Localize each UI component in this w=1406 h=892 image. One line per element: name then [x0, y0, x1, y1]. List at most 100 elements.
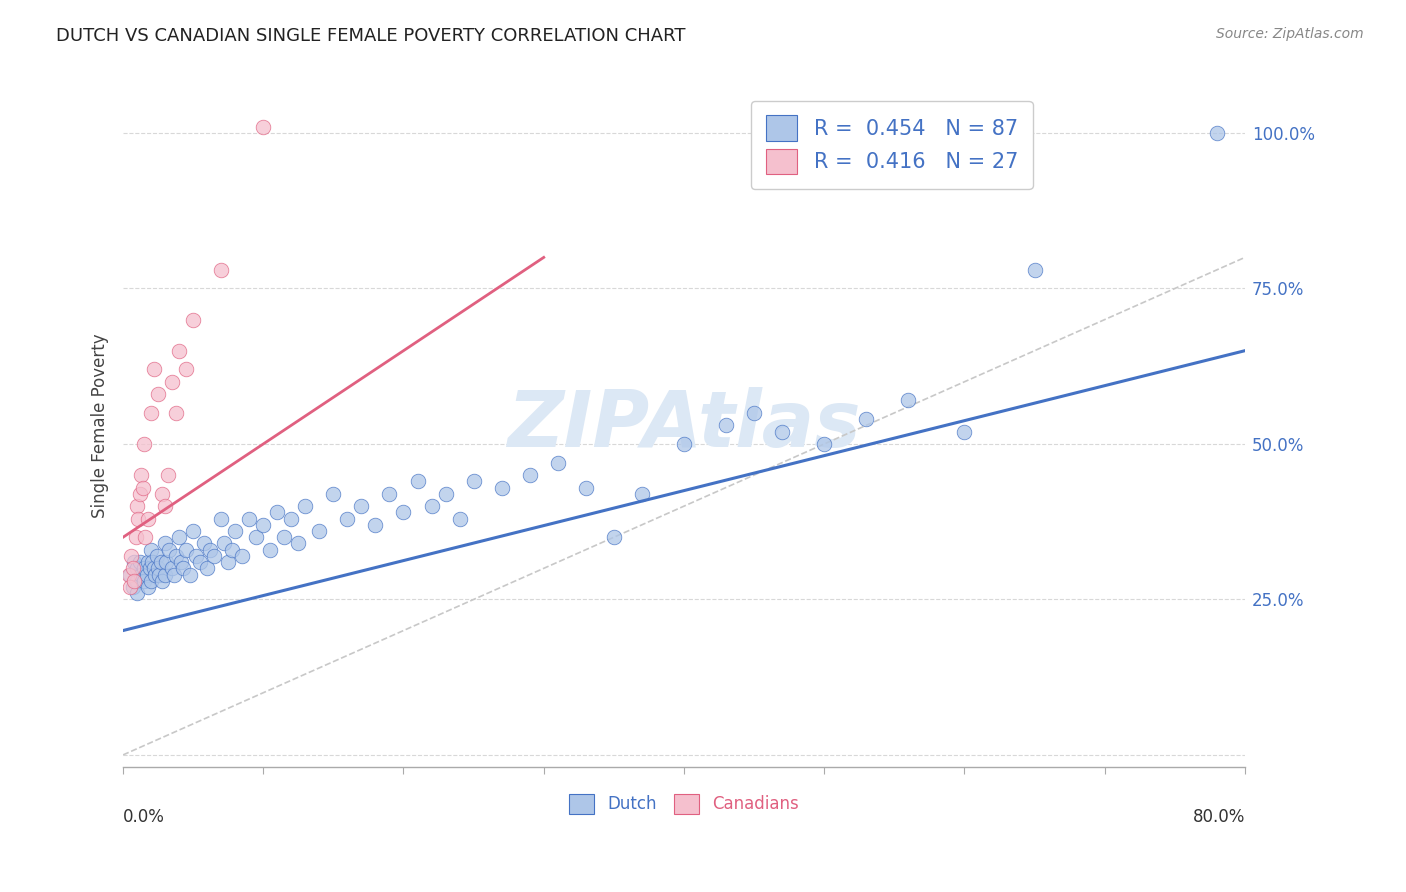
Point: [195, 561, 218, 575]
Point: [434, 487, 457, 501]
Point: [449, 511, 471, 525]
Point: [165, 549, 187, 563]
Point: [136, 555, 159, 569]
Point: [519, 468, 541, 483]
Point: [259, 542, 281, 557]
Point: [406, 475, 429, 489]
Point: [153, 499, 176, 513]
Point: [855, 412, 877, 426]
Point: [117, 567, 139, 582]
Point: [122, 574, 145, 588]
Point: [172, 561, 194, 575]
Point: [198, 542, 221, 557]
Point: [491, 481, 513, 495]
Point: [350, 499, 373, 513]
Point: [139, 406, 162, 420]
Point: [128, 487, 150, 501]
Point: [174, 542, 197, 557]
Point: [252, 517, 274, 532]
Point: [224, 524, 246, 538]
Point: [153, 536, 176, 550]
Point: [129, 567, 152, 582]
Point: [603, 530, 626, 544]
Point: [118, 580, 141, 594]
Point: [167, 343, 190, 358]
Point: [245, 530, 267, 544]
Point: [148, 567, 170, 582]
Point: [125, 561, 148, 575]
Point: [273, 530, 295, 544]
Text: 80.0%: 80.0%: [1192, 808, 1244, 826]
Point: [155, 555, 177, 569]
Point: [118, 567, 141, 582]
Point: [209, 511, 232, 525]
Point: [135, 567, 157, 582]
Point: [150, 487, 173, 501]
Point: [138, 561, 160, 575]
Point: [364, 517, 387, 532]
Point: [231, 549, 253, 563]
Point: [770, 425, 793, 439]
Point: [202, 549, 225, 563]
Point: [128, 555, 150, 569]
Point: [266, 505, 288, 519]
Text: DUTCH VS CANADIAN SINGLE FEMALE POVERTY CORRELATION CHART: DUTCH VS CANADIAN SINGLE FEMALE POVERTY …: [56, 27, 686, 45]
Point: [149, 555, 172, 569]
Point: [124, 574, 146, 588]
Point: [308, 524, 330, 538]
Point: [143, 567, 166, 582]
Point: [160, 561, 183, 575]
Point: [121, 580, 143, 594]
Point: [184, 549, 207, 563]
Point: [146, 561, 169, 575]
Point: [139, 574, 162, 588]
Point: [209, 263, 232, 277]
Point: [120, 549, 142, 563]
Point: [132, 561, 155, 575]
Point: [142, 362, 165, 376]
Point: [238, 511, 260, 525]
Point: [575, 481, 598, 495]
Point: [125, 574, 148, 588]
Point: [124, 530, 146, 544]
Point: [146, 387, 169, 401]
Point: [813, 437, 835, 451]
Point: [125, 499, 148, 513]
Point: [181, 524, 204, 538]
Point: [287, 536, 309, 550]
Point: [165, 406, 187, 420]
Point: [131, 481, 153, 495]
Point: [742, 406, 765, 420]
Point: [547, 456, 569, 470]
Y-axis label: Single Female Poverty: Single Female Poverty: [91, 333, 110, 517]
Point: [139, 542, 162, 557]
Point: [132, 574, 155, 588]
Point: [181, 312, 204, 326]
Point: [631, 487, 654, 501]
Point: [280, 511, 302, 525]
Point: [169, 555, 191, 569]
Point: [212, 536, 235, 550]
Point: [953, 425, 976, 439]
Point: [174, 362, 197, 376]
Point: [193, 536, 215, 550]
Point: [217, 555, 239, 569]
Point: [897, 393, 920, 408]
Text: 0.0%: 0.0%: [122, 808, 165, 826]
Point: [252, 120, 274, 134]
Point: [392, 505, 415, 519]
Point: [1024, 263, 1046, 277]
Point: [714, 418, 737, 433]
Point: [136, 580, 159, 594]
Point: [378, 487, 401, 501]
Point: [322, 487, 344, 501]
Text: Source: ZipAtlas.com: Source: ZipAtlas.com: [1216, 27, 1364, 41]
Point: [141, 555, 163, 569]
Point: [672, 437, 695, 451]
Point: [142, 561, 165, 575]
Point: [156, 468, 179, 483]
Point: [162, 567, 184, 582]
Point: [294, 499, 316, 513]
Point: [145, 549, 167, 563]
Point: [188, 555, 211, 569]
